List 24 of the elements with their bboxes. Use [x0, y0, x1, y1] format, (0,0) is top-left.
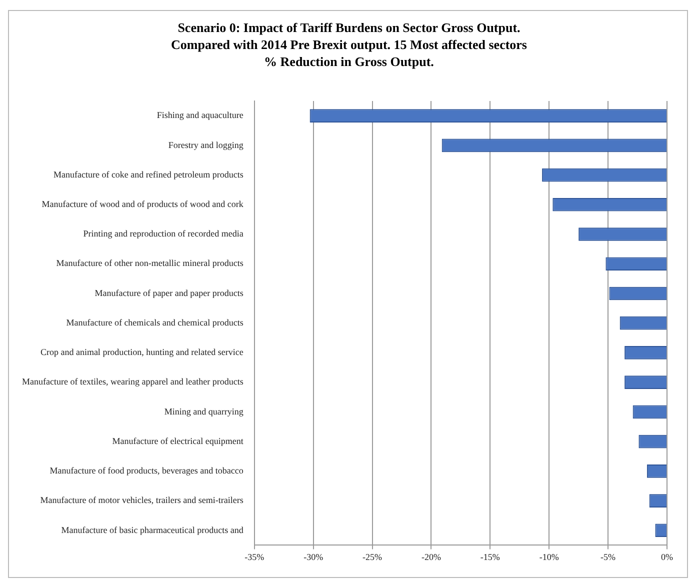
y-tick-label: Manufacture of coke and refined petroleum products	[53, 169, 244, 180]
x-tick-label: -20%	[421, 552, 442, 562]
y-tick-label: Manufacture of chemicals and chemical products	[66, 317, 244, 328]
y-tick-label: Manufacture of wood and of products of wood and cork	[42, 199, 244, 210]
x-tick-label: -30%	[304, 552, 324, 562]
y-tick-label: Manufacture of motor vehicles, trailers and semi-trailers	[40, 495, 244, 506]
y-tick-label: Manufacture of textiles, wearing apparel and leather products	[22, 376, 244, 387]
chart-title: Scenario 0: Impact of Tariff Burdens on Sector Gross Output. Compared with 2014 Pre Brexit output. 15 Most affected sectors % Reduction in Gross Output.	[170, 19, 528, 70]
y-tick-label: Manufacture of food products, beverages and tobacco	[50, 466, 244, 476]
y-tick-label: Mining and quarrying	[164, 406, 244, 416]
y-tick-label: Manufacture of other non-metallic mineral products	[56, 258, 244, 268]
x-tick-label: -35%	[244, 552, 265, 562]
y-tick-label: Manufacture of basic pharmaceutical products and	[61, 524, 244, 535]
y-tick-label: Fishing and aquaculture	[156, 110, 244, 120]
x-tick-label: -25%	[362, 552, 383, 562]
y-tick-label: Manufacture of electrical equipment	[112, 436, 244, 446]
y-tick-label: Crop and animal production, hunting and related service	[40, 347, 244, 358]
y-tick-label: Manufacture of paper and paper products	[94, 288, 244, 298]
x-tick-label: -15%	[480, 552, 500, 562]
x-tick-label: -5%	[600, 552, 616, 562]
x-tick-label: -10%	[539, 552, 560, 562]
y-tick-label: Forestry and logging	[168, 140, 244, 150]
x-tick-label: 0%	[661, 552, 674, 562]
y-tick-label: Printing and reproduction of recorded media	[83, 228, 244, 239]
